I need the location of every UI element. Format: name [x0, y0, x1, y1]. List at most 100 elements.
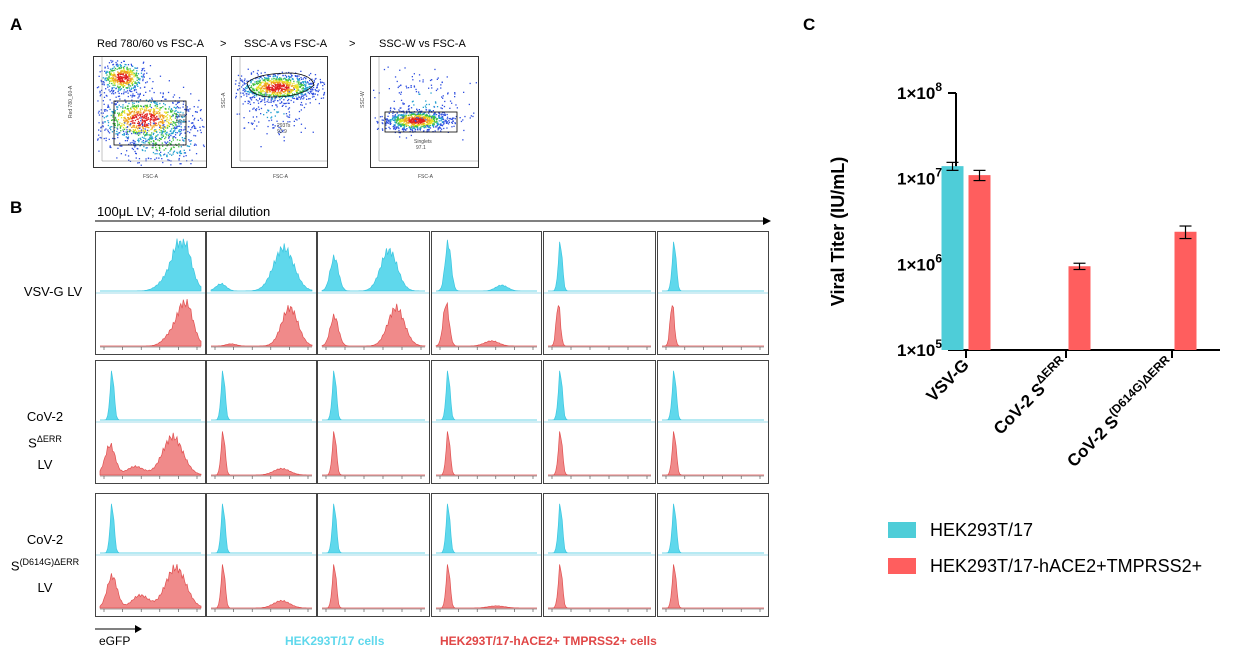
- event-dot: [381, 122, 383, 124]
- event-dot: [403, 125, 406, 127]
- event-dot: [260, 72, 262, 74]
- event-dot: [190, 122, 193, 124]
- event-dot: [136, 77, 138, 79]
- event-dot: [162, 145, 164, 147]
- event-dot: [125, 131, 127, 133]
- event-dot: [416, 124, 419, 126]
- event-dot: [304, 83, 306, 86]
- event-dot: [153, 110, 155, 112]
- event-dot: [145, 110, 147, 112]
- event-dot: [406, 128, 408, 130]
- event-dot: [163, 128, 165, 130]
- event-dot: [411, 111, 413, 114]
- event-dot: [150, 101, 152, 104]
- event-dot: [469, 82, 471, 85]
- histogram-svg: [432, 370, 541, 479]
- event-dot: [105, 94, 107, 97]
- event-dot: [127, 136, 130, 138]
- event-dot: [130, 94, 132, 97]
- event-dot: [129, 75, 131, 77]
- event-dot: [311, 83, 313, 85]
- event-dot: [295, 90, 297, 92]
- event-dot: [272, 76, 274, 78]
- event-dot: [179, 133, 181, 135]
- event-dot: [304, 94, 306, 96]
- event-dot: [291, 89, 293, 91]
- event-dot: [138, 82, 141, 84]
- event-dot: [398, 131, 400, 134]
- event-dot: [172, 151, 175, 153]
- event-dot: [433, 105, 435, 108]
- event-dot: [265, 94, 267, 96]
- event-dot: [267, 99, 269, 101]
- event-dot: [160, 151, 162, 153]
- event-dot: [253, 88, 255, 90]
- event-dot: [148, 141, 150, 143]
- event-dot: [260, 76, 262, 78]
- event-dot: [268, 85, 270, 87]
- event-dot: [449, 117, 451, 120]
- histogram-cell: [657, 360, 769, 484]
- event-dot: [427, 115, 430, 117]
- event-dot: [125, 64, 127, 66]
- event-dot: [124, 82, 126, 84]
- event-dot: [99, 90, 101, 92]
- event-dot: [110, 146, 112, 149]
- event-dot: [153, 126, 155, 128]
- cyan-histogram: [210, 243, 313, 292]
- event-dot: [419, 128, 421, 130]
- event-dot: [288, 114, 291, 116]
- event-dot: [322, 88, 324, 90]
- red-histogram: [662, 431, 764, 476]
- event-dot: [275, 88, 277, 90]
- event-dot: [149, 105, 151, 107]
- event-dot: [278, 96, 281, 99]
- event-dot: [274, 82, 276, 84]
- event-dot: [414, 124, 416, 126]
- event-dot: [441, 116, 444, 118]
- cyan-histogram: [435, 239, 537, 292]
- event-dot: [276, 77, 278, 79]
- event-dot: [265, 83, 267, 85]
- event-dot: [111, 68, 113, 70]
- event-dot: [284, 103, 286, 105]
- event-dot: [122, 127, 125, 129]
- event-dot: [268, 97, 270, 99]
- event-dot: [272, 80, 274, 82]
- event-dot: [166, 134, 168, 136]
- event-dot: [136, 107, 138, 110]
- event-dot: [179, 152, 181, 155]
- event-dot: [147, 126, 149, 128]
- event-dot: [201, 119, 203, 121]
- event-dot: [111, 92, 113, 95]
- event-dot: [143, 75, 145, 78]
- event-dot: [445, 121, 447, 123]
- event-dot: [396, 80, 398, 83]
- event-dot: [237, 74, 240, 77]
- event-dot: [173, 121, 175, 123]
- event-dot: [127, 116, 130, 119]
- event-dot: [299, 91, 301, 94]
- event-dot: [435, 113, 438, 116]
- event-dot: [136, 75, 138, 77]
- event-dot: [273, 100, 275, 102]
- event-dot: [182, 106, 184, 108]
- event-dot: [428, 119, 430, 121]
- event-dot: [263, 87, 265, 90]
- event-dot: [268, 109, 270, 112]
- event-dot: [298, 82, 300, 84]
- event-dot: [302, 84, 304, 86]
- event-dot: [421, 114, 423, 116]
- event-dot: [120, 130, 122, 132]
- histogram-svg: [96, 238, 205, 350]
- event-dot: [145, 91, 147, 93]
- event-dot: [281, 86, 283, 88]
- event-dot: [194, 143, 196, 145]
- event-dot: [271, 97, 273, 99]
- event-dot: [110, 114, 112, 117]
- event-dot: [440, 84, 442, 86]
- event-dot: [105, 116, 107, 118]
- event-dot: [429, 124, 431, 127]
- event-dot: [311, 92, 313, 95]
- event-dot: [277, 94, 280, 96]
